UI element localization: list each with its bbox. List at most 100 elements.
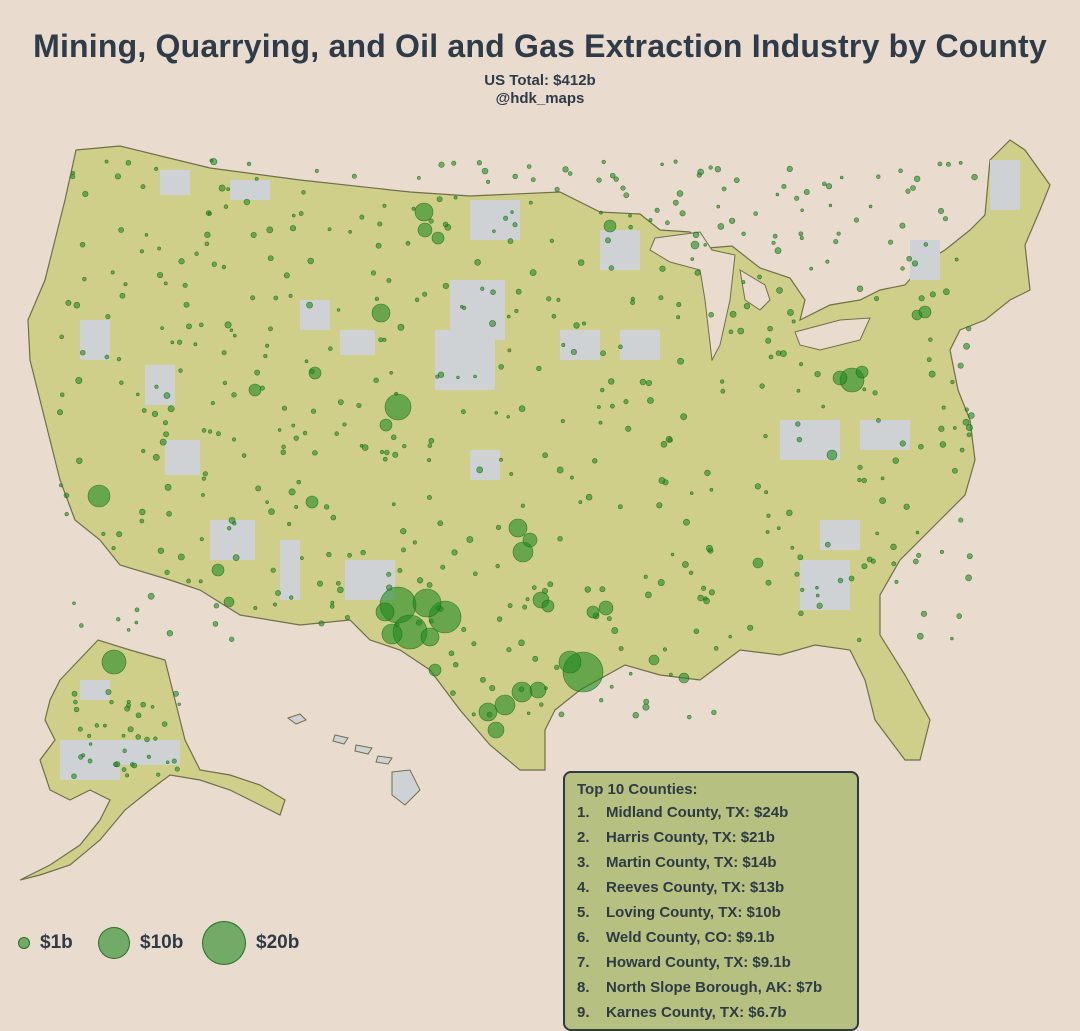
county-bubble xyxy=(351,173,357,179)
county-bubble xyxy=(609,172,616,179)
county-bubble xyxy=(667,437,673,443)
county-bubble xyxy=(618,646,624,652)
county-bubble xyxy=(141,448,146,454)
rank-number: 9. xyxy=(577,1004,590,1021)
county-entry: Martin County, TX: $14b xyxy=(606,854,777,871)
county-bubble xyxy=(798,610,804,617)
rank-number: 3. xyxy=(577,854,590,871)
county-entry: Weld County, CO: $9.1b xyxy=(606,929,775,946)
county-bubble xyxy=(510,210,514,214)
county-bubble xyxy=(687,714,692,720)
county-bubble xyxy=(402,443,407,449)
county-bubble xyxy=(222,380,228,386)
county-bubble xyxy=(928,370,936,378)
county-bubble xyxy=(542,452,548,459)
county-bubble xyxy=(481,167,489,175)
county-bubble xyxy=(767,325,773,332)
county-bubble xyxy=(868,204,873,209)
county-bubble xyxy=(375,602,395,622)
county-bubble xyxy=(525,597,530,602)
county-bubble xyxy=(728,634,732,639)
county-bubble xyxy=(275,590,281,596)
county-bubble xyxy=(140,184,146,190)
county-bubble xyxy=(836,231,841,236)
county-bubble xyxy=(270,567,276,573)
county-bubble xyxy=(918,443,924,450)
top-county-row: 5. Loving County, TX: $10b xyxy=(577,904,845,929)
county-bubble xyxy=(645,379,653,387)
county-bubble xyxy=(116,617,121,622)
county-bubble xyxy=(226,187,231,192)
county-bubble xyxy=(768,354,774,360)
county-bubble xyxy=(111,546,116,551)
county-bubble xyxy=(472,571,478,577)
county-bubble xyxy=(676,190,684,197)
county-bubble xyxy=(160,326,164,330)
county-bubble xyxy=(617,504,623,510)
county-bubble xyxy=(704,469,711,477)
county-bubble xyxy=(70,174,76,180)
county-bubble xyxy=(628,224,633,230)
county-bubble xyxy=(920,610,928,617)
county-bubble xyxy=(153,736,158,741)
county-bubble xyxy=(958,517,964,523)
county-bubble xyxy=(397,568,403,573)
map-title: Mining, Quarrying, and Oil and Gas Extra… xyxy=(33,28,1047,64)
county-bubble xyxy=(507,348,512,353)
county-bubble xyxy=(431,231,445,245)
county-bubble xyxy=(147,592,155,600)
county-bubble xyxy=(719,379,725,384)
county-bubble xyxy=(905,188,911,194)
county-bubble xyxy=(78,754,84,760)
county-bubble xyxy=(416,577,424,584)
legend-label-1b: $1b xyxy=(40,932,73,953)
county-bubble xyxy=(952,467,958,474)
county-bubble xyxy=(110,270,115,275)
county-bubble xyxy=(573,322,580,329)
county-bubble xyxy=(77,726,83,732)
county-bubble xyxy=(289,225,297,232)
alaska-no-data xyxy=(60,680,180,780)
county-bubble xyxy=(965,424,973,432)
county-bubble xyxy=(623,192,630,199)
county-bubble xyxy=(360,549,366,556)
county-bubble xyxy=(248,383,262,397)
county-bubble xyxy=(123,282,128,287)
county-bubble xyxy=(166,630,174,637)
county-bubble xyxy=(703,243,707,247)
county-bubble xyxy=(104,159,109,164)
county-bubble xyxy=(163,281,168,286)
county-bubble xyxy=(815,593,820,598)
county-bubble xyxy=(131,762,138,769)
county-bubble xyxy=(790,545,795,550)
county-bubble xyxy=(815,585,819,590)
county-bubble xyxy=(959,447,965,453)
county-bubble xyxy=(945,161,951,167)
county-bubble xyxy=(964,407,969,412)
county-bubble xyxy=(170,340,175,345)
county-bubble xyxy=(939,549,945,554)
county-bubble xyxy=(916,552,922,558)
county-bubble xyxy=(950,636,954,641)
legend-item-20b: $20b xyxy=(202,918,299,968)
county-bubble xyxy=(136,392,140,397)
county-bubble xyxy=(861,563,868,570)
county-bubble xyxy=(492,229,496,233)
county-bubble xyxy=(265,500,269,504)
county-bubble xyxy=(377,221,383,227)
county-bubble xyxy=(786,165,793,172)
county-bubble xyxy=(221,264,227,270)
county-bubble xyxy=(451,160,457,166)
county-bubble xyxy=(541,599,555,613)
county-bubble xyxy=(224,321,232,329)
rank-number: 1. xyxy=(577,804,590,821)
county-bubble xyxy=(412,540,417,545)
county-bubble xyxy=(765,579,772,586)
county-bubble xyxy=(221,350,227,356)
size-legend: $1b $10b $20b xyxy=(18,918,338,968)
county-bubble xyxy=(199,537,204,542)
county-bubble xyxy=(474,259,481,266)
county-bubble xyxy=(289,595,294,600)
county-bubble xyxy=(201,476,206,481)
